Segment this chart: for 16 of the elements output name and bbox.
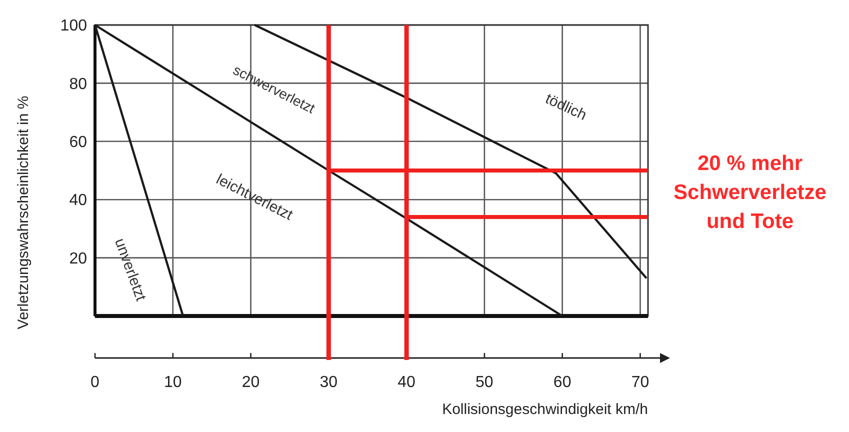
y-tick-label: 20 <box>69 250 88 268</box>
y-tick-label: 60 <box>69 134 88 151</box>
x-tick-label: 0 <box>90 374 100 391</box>
x-axis-title: Kollisionsgeschwindigkeit km/h <box>442 401 648 418</box>
x-tick-label: 10 <box>164 374 182 391</box>
y-tick-label: 80 <box>69 76 88 93</box>
text: 20 % mehr Schwerverletze und Tote <box>674 152 826 233</box>
y-tick-label: 100 <box>60 18 88 35</box>
x-tick-label: 20 <box>242 374 260 391</box>
x-tick-label: 60 <box>553 374 572 391</box>
x-tick-label: 30 <box>320 374 338 391</box>
y-tick-label: 40 <box>69 192 88 210</box>
y-axis-title: Verletzungswahrscheinlichkeit in % <box>15 96 32 330</box>
x-tick-label: 40 <box>398 374 416 391</box>
x-tick-label: 70 <box>631 374 650 391</box>
x-tick-label: 50 <box>476 374 494 391</box>
